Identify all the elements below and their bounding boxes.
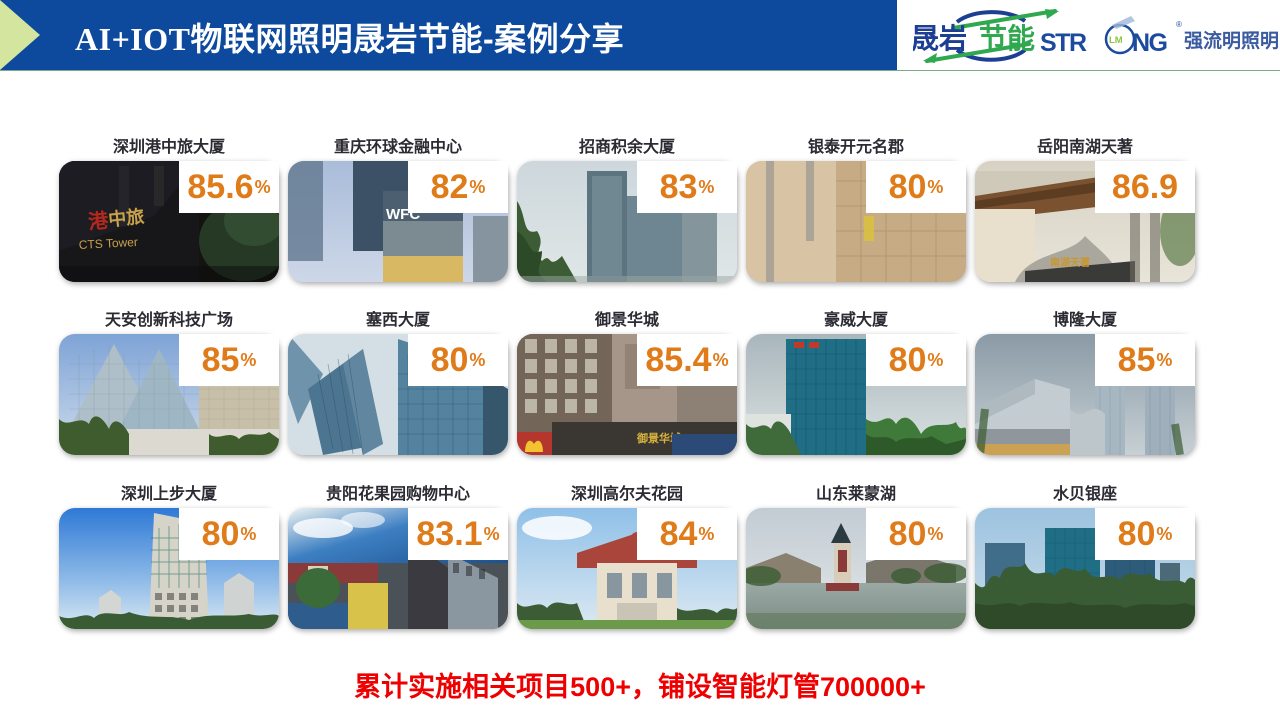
svg-text:晟岩: 晟岩 [913,23,967,54]
svg-text:节能: 节能 [979,23,1035,54]
svg-text:®: ® [1176,20,1182,29]
svg-text:NG: NG [1132,29,1167,57]
svg-text:LM: LM [1109,35,1123,46]
svg-text:强流明照明: 强流明照明 [1184,29,1279,52]
svg-text:南湖天著: 南湖天著 [1050,256,1090,269]
svg-text:STR: STR [1040,29,1087,57]
svg-text:中旅: 中旅 [107,205,145,230]
